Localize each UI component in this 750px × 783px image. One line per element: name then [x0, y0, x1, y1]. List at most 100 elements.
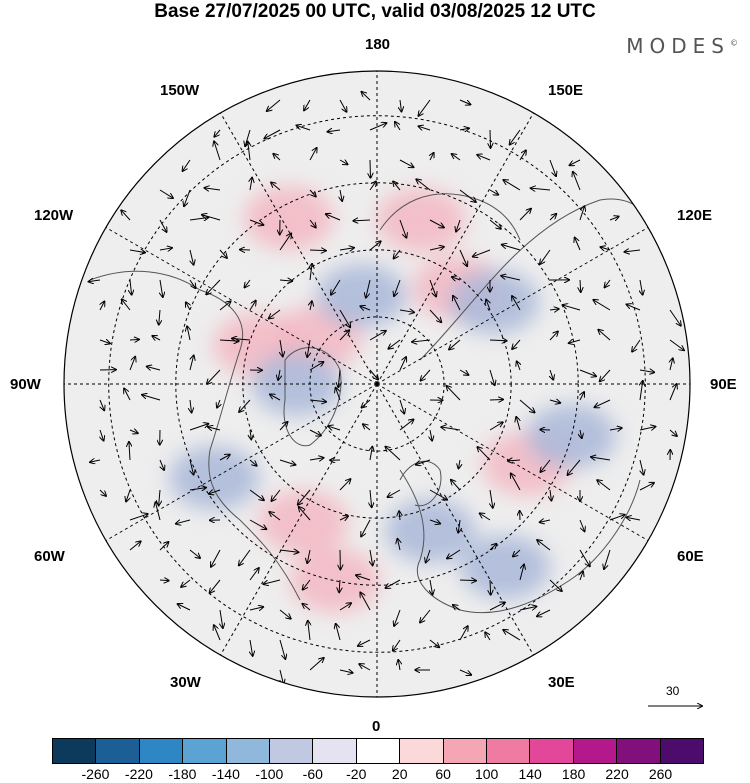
wind-arrow — [152, 336, 161, 340]
colorbar-tick-label: -260 — [81, 766, 110, 782]
wind-arrow — [358, 639, 371, 646]
label-0: 0 — [372, 718, 381, 735]
wind-arrow — [480, 513, 491, 521]
wind-arrow — [580, 429, 582, 438]
wind-arrow — [370, 447, 372, 461]
wind-arrow — [625, 250, 641, 252]
vector-scale-label: 30 — [666, 684, 680, 698]
wind-arrow — [248, 142, 250, 161]
wind-arrow — [447, 549, 461, 558]
wind-arrow — [580, 392, 584, 401]
wind-arrow — [249, 607, 263, 610]
wind-arrow — [385, 447, 401, 461]
wind-arrow — [360, 306, 371, 310]
wind-arrow — [549, 400, 560, 403]
wind-arrow — [452, 277, 461, 280]
wind-arrow — [178, 604, 191, 611]
map-border — [63, 70, 691, 698]
wind-arrow — [214, 141, 221, 161]
wind-arrow — [207, 369, 221, 384]
wind-arrow — [147, 367, 161, 370]
wind-arrow — [640, 459, 644, 475]
wind-arrow — [249, 568, 259, 581]
latitude-circle — [175, 182, 579, 586]
wind-arrow — [89, 280, 101, 282]
wind-arrow — [264, 129, 281, 138]
wind-arrow — [369, 241, 381, 251]
wind-arrow — [99, 489, 106, 496]
wind-arrow — [421, 369, 431, 381]
wind-arrow — [453, 296, 461, 311]
wind-arrow — [359, 664, 371, 671]
wind-arrow — [361, 519, 371, 536]
wind-arrow — [339, 579, 340, 592]
wind-arrow — [122, 299, 131, 311]
wind-arrow — [503, 180, 521, 191]
wind-arrow — [189, 356, 194, 371]
vector-scale: 30 — [646, 684, 704, 714]
wind-arrow — [279, 459, 295, 465]
wind-arrow — [370, 159, 371, 178]
wind-arrow — [186, 302, 190, 311]
colorbar-tick-label: -100 — [255, 766, 284, 782]
wind-arrow — [339, 479, 350, 491]
wind-arrow — [159, 542, 168, 551]
wind-arrow — [626, 517, 641, 520]
label-120e: 120E — [677, 207, 713, 224]
wind-arrow — [519, 209, 531, 221]
wind-arrow — [395, 122, 401, 131]
wind-arrow — [670, 358, 673, 371]
wind-arrow — [100, 429, 104, 441]
wind-arrow — [511, 473, 521, 491]
wind-arrow — [307, 339, 310, 357]
meridian-line — [376, 112, 534, 385]
wind-arrow — [99, 399, 104, 410]
wind-arrow — [399, 511, 400, 521]
wind-arrow — [429, 247, 444, 250]
wind-arrow — [279, 609, 291, 619]
wind-arrow — [597, 480, 611, 491]
wind-arrow — [549, 332, 558, 341]
wind-arrow — [580, 572, 583, 581]
wind-arrow — [250, 429, 251, 439]
logo-mark: © — [730, 38, 738, 48]
wind-arrow — [90, 460, 101, 462]
meridian-line — [220, 383, 378, 656]
wind-arrow — [567, 459, 581, 475]
wind-arrow — [339, 330, 349, 341]
wind-arrow — [129, 442, 130, 461]
wind-arrow — [369, 181, 376, 191]
wind-arrow — [160, 279, 163, 297]
colorbar-swatch — [139, 739, 184, 763]
wind-arrow — [279, 422, 287, 431]
wind-arrow — [477, 155, 491, 161]
wind-arrow — [269, 512, 281, 521]
wind-arrow — [159, 219, 167, 232]
wind-arrow — [593, 300, 611, 311]
colorbar-swatch — [530, 739, 574, 763]
wind-arrow — [370, 549, 373, 565]
wind-arrow — [459, 669, 471, 675]
wind-arrow — [430, 579, 433, 594]
colorbar-swatch — [96, 739, 140, 763]
wind-arrow — [264, 579, 281, 584]
wind-arrow — [489, 544, 496, 551]
polar-stereographic-map — [63, 70, 691, 698]
wind-arrow — [430, 429, 432, 441]
wind-arrow — [459, 249, 467, 266]
label-150e: 150E — [548, 82, 584, 99]
wind-arrow — [639, 483, 654, 491]
wind-arrow — [369, 123, 386, 131]
wind-arrow — [486, 300, 490, 311]
wind-arrow — [339, 670, 353, 673]
wind-arrow — [459, 580, 476, 581]
wind-arrow — [429, 520, 440, 524]
wind-arrow — [356, 575, 371, 581]
scandinavia-coast — [399, 460, 442, 507]
wind-arrow — [339, 603, 351, 611]
wind-arrow — [271, 182, 281, 191]
wind-arrow — [600, 369, 611, 381]
wind-arrow — [519, 399, 535, 412]
anomaly-blob-negative — [316, 263, 407, 328]
wind-arrow — [605, 279, 611, 287]
